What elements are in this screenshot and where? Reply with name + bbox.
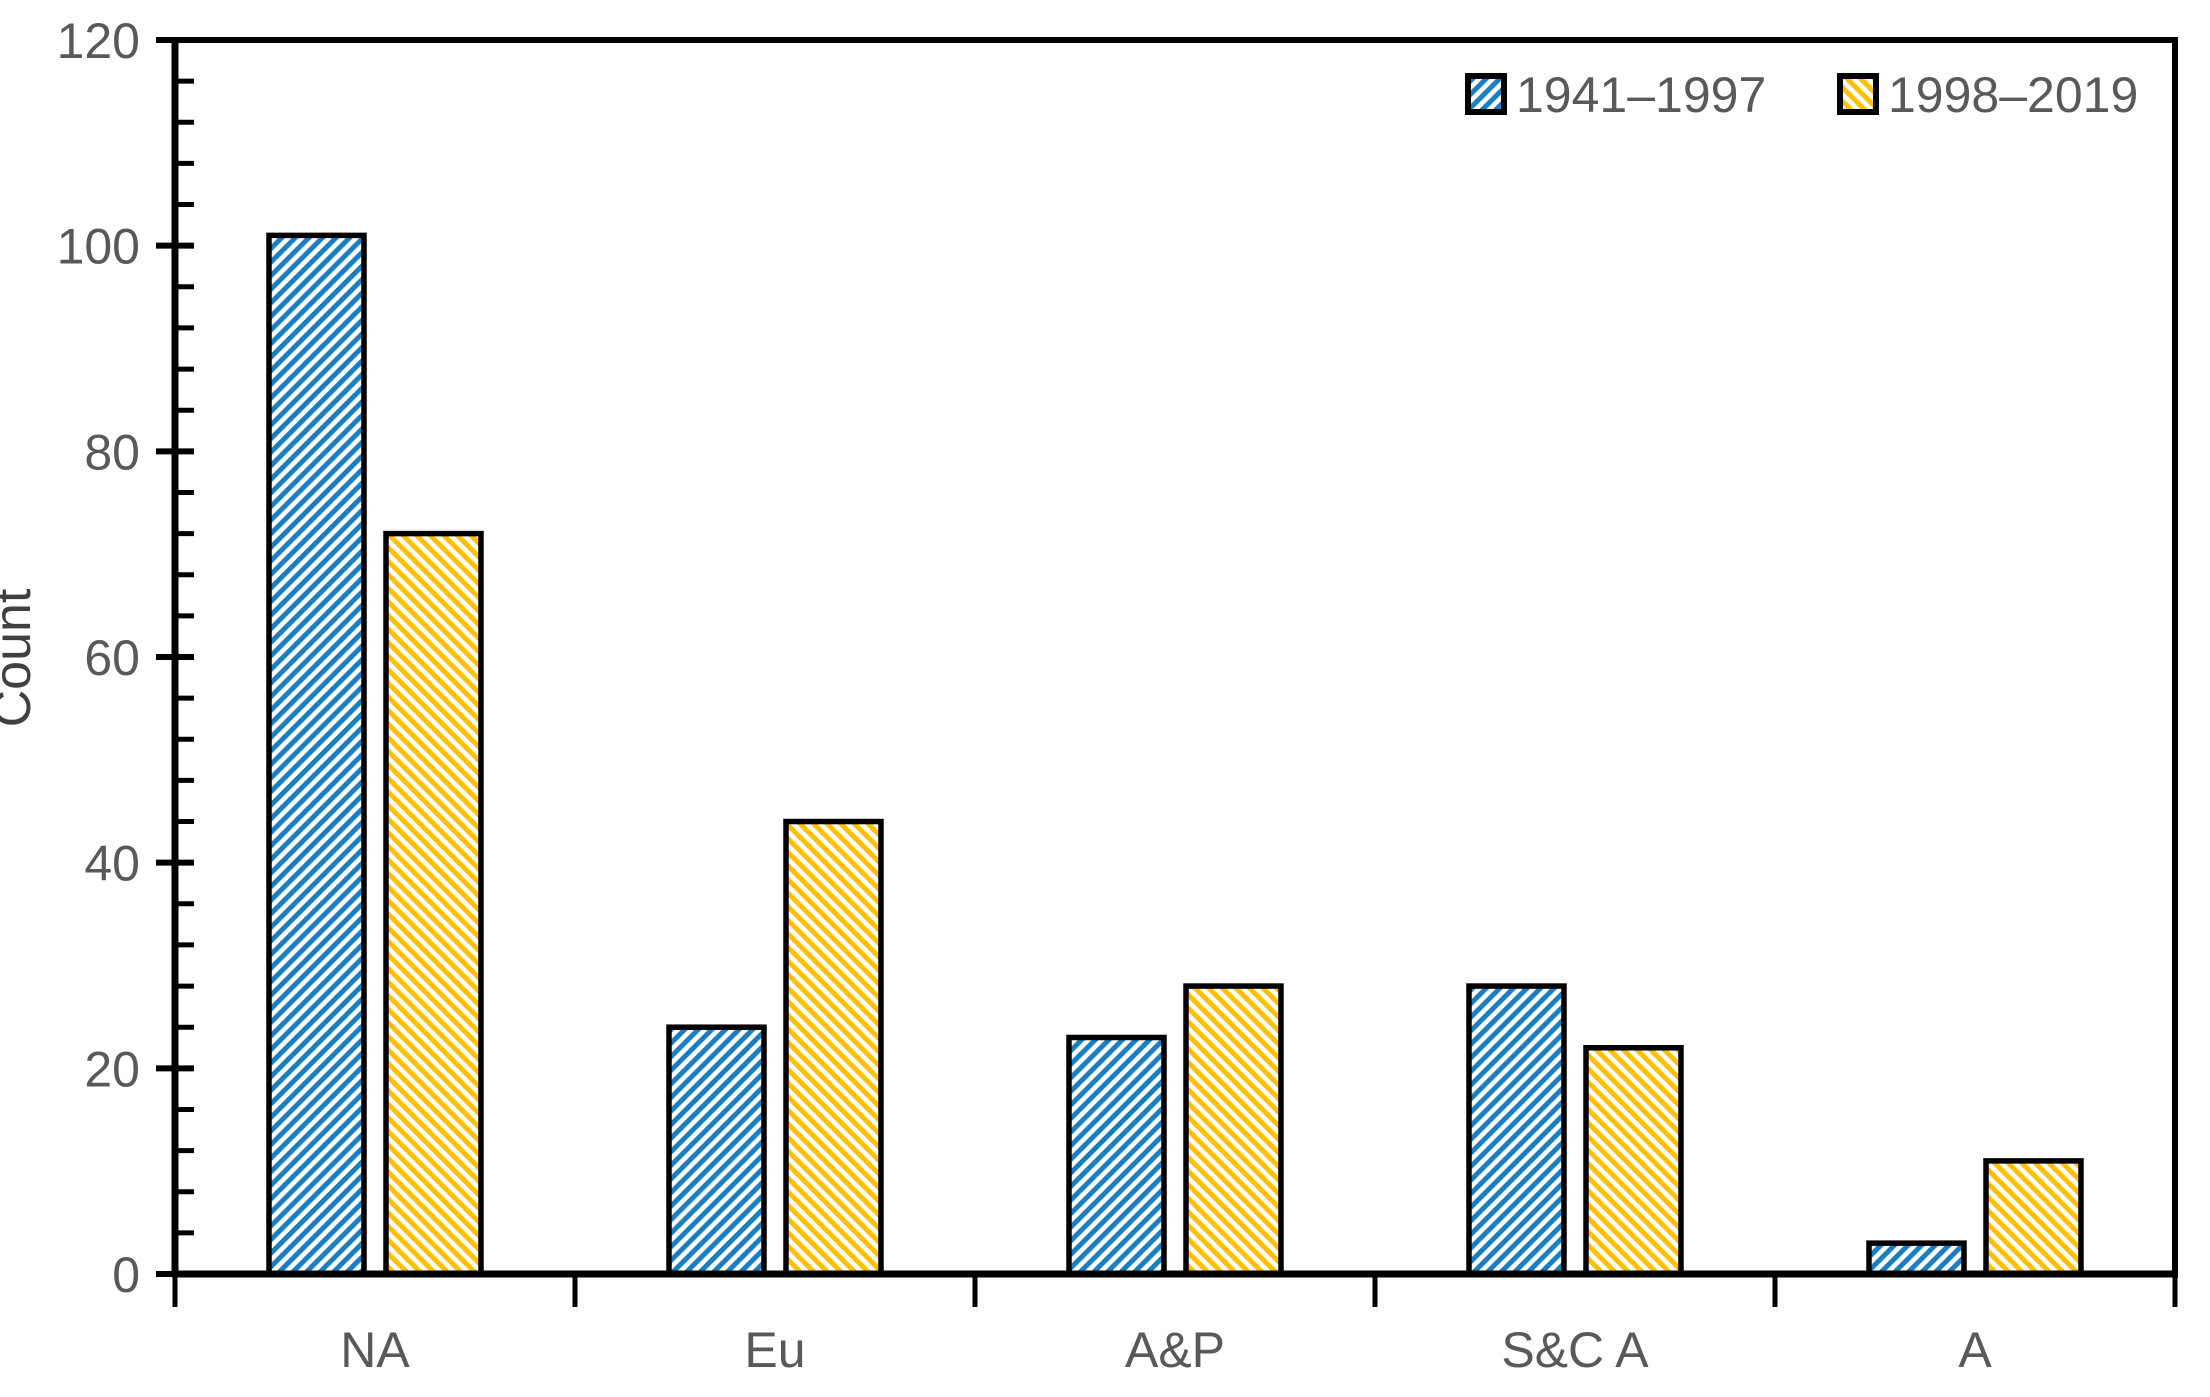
legend-label-1998-2019: 1998–2019: [1888, 67, 2138, 123]
axes-layer: [156, 37, 2178, 1307]
legend-label-1941-1997: 1941–1997: [1516, 67, 1766, 123]
legend-item-1998-2019: 1998–2019: [1837, 67, 2138, 123]
bar-1998-2019-na: [383, 530, 484, 1277]
bar-1941-1997-na: [266, 232, 367, 1277]
bars-layer: [266, 232, 2084, 1277]
y-tick-label: 80: [84, 424, 140, 480]
y-tick-label: 40: [84, 836, 140, 892]
legend: 1941–1997 1998–2019: [1465, 67, 2138, 123]
y-tick-label: 100: [57, 219, 140, 275]
bar-1998-2019-a-p: [1183, 983, 1284, 1277]
bar-1941-1997-a-p: [1066, 1034, 1167, 1277]
category-label-a: A: [1958, 1322, 1992, 1378]
bar-1941-1997-s-c-a: [1466, 983, 1567, 1277]
bar-1998-2019-eu: [783, 818, 884, 1277]
labels-layer: 0 20 40 60 80 100 120 NA Eu A&P S&C A A: [57, 13, 1993, 1378]
category-label-na: NA: [340, 1322, 410, 1378]
bar-1941-1997-eu: [666, 1024, 767, 1277]
y-tick-label: 0: [112, 1247, 140, 1303]
legend-swatch-1998-2019: [1837, 73, 1879, 115]
y-tick-label: 60: [84, 630, 140, 686]
y-tick-label: 20: [84, 1041, 140, 1097]
bar-1998-2019-s-c-a: [1583, 1045, 1684, 1277]
category-label-a-p: A&P: [1125, 1322, 1225, 1378]
y-tick-label: 120: [57, 13, 140, 69]
y-axis-title: Count: [0, 588, 42, 727]
category-label-s-c-a: S&C A: [1501, 1322, 1649, 1378]
bar-1998-2019-a: [1983, 1158, 2084, 1277]
legend-swatch-1941-1997: [1465, 73, 1507, 115]
legend-item-1941-1997: 1941–1997: [1465, 67, 1766, 123]
category-label-eu: Eu: [744, 1322, 805, 1378]
bar-1941-1997-a: [1866, 1240, 1967, 1277]
